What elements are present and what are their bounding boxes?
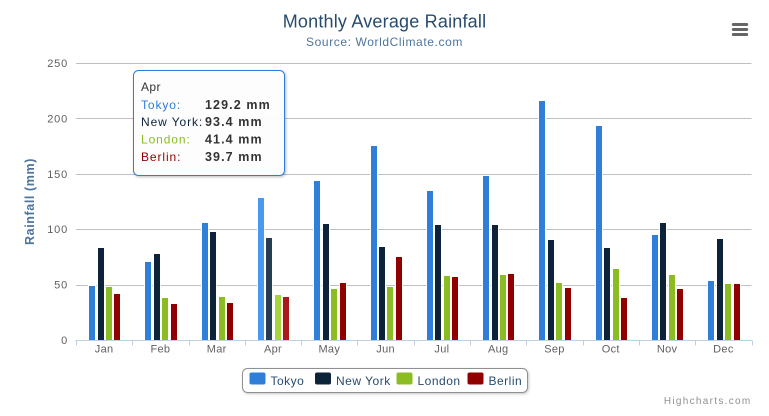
svg-text:Berlin: Berlin xyxy=(489,374,523,388)
svg-text:Monthly Average Rainfall: Monthly Average Rainfall xyxy=(283,12,487,32)
svg-text:0: 0 xyxy=(61,335,68,347)
svg-text:Jan: Jan xyxy=(95,344,114,356)
svg-text:Berlin:: Berlin: xyxy=(141,150,181,164)
svg-text:150: 150 xyxy=(47,169,68,181)
svg-text:Rainfall (mm): Rainfall (mm) xyxy=(23,158,37,245)
svg-text:Apr: Apr xyxy=(264,344,282,356)
svg-text:Source: WorldClimate.com: Source: WorldClimate.com xyxy=(306,35,463,49)
svg-text:Highcharts.com: Highcharts.com xyxy=(664,396,752,407)
svg-text:93.4 mm: 93.4 mm xyxy=(205,115,263,129)
svg-text:50: 50 xyxy=(54,280,68,292)
svg-text:Dec: Dec xyxy=(713,344,734,356)
svg-text:Sep: Sep xyxy=(544,344,564,356)
svg-text:New York:: New York: xyxy=(141,115,203,129)
svg-text:39.7 mm: 39.7 mm xyxy=(205,150,263,164)
svg-text:Oct: Oct xyxy=(602,344,620,356)
svg-text:100: 100 xyxy=(47,224,68,236)
svg-text:Tokyo: Tokyo xyxy=(271,374,305,388)
svg-text:250: 250 xyxy=(47,58,68,70)
svg-text:Feb: Feb xyxy=(150,344,170,356)
svg-text:Nov: Nov xyxy=(657,344,678,356)
svg-text:New York: New York xyxy=(336,374,391,388)
svg-text:Mar: Mar xyxy=(207,344,227,356)
svg-text:Aug: Aug xyxy=(488,344,508,356)
svg-text:129.2 mm: 129.2 mm xyxy=(205,98,271,112)
svg-text:May: May xyxy=(318,344,340,356)
svg-text:London: London xyxy=(418,374,461,388)
svg-text:41.4 mm: 41.4 mm xyxy=(205,133,263,147)
svg-text:200: 200 xyxy=(47,113,68,125)
svg-text:London:: London: xyxy=(141,133,191,147)
svg-text:Tokyo:: Tokyo: xyxy=(141,98,181,112)
svg-text:Jun: Jun xyxy=(376,344,395,356)
svg-text:Apr: Apr xyxy=(141,80,161,94)
svg-text:Jul: Jul xyxy=(434,344,449,356)
